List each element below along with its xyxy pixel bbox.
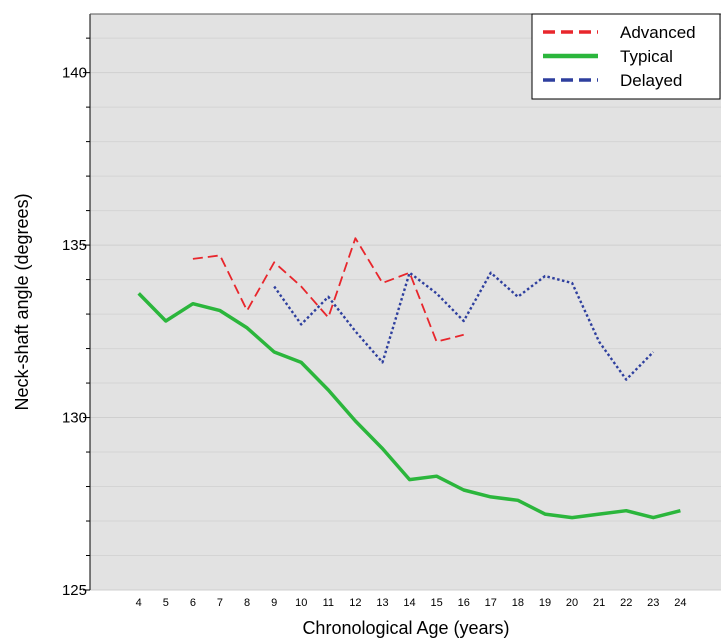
x-tick-label: 20 — [566, 597, 578, 609]
x-tick-label: 9 — [271, 597, 277, 609]
x-tick-label: 11 — [323, 597, 334, 609]
x-tick-label: 18 — [512, 597, 524, 609]
y-tick-label: 135 — [62, 237, 87, 254]
y-axis-title: Neck-shaft angle (degrees) — [12, 193, 32, 410]
series-line-advanced — [192, 237, 464, 343]
x-tick-label: 24 — [674, 597, 686, 609]
x-axis-title: Chronological Age (years) — [302, 618, 509, 638]
plot-background — [90, 14, 721, 590]
x-tick-label: 8 — [244, 597, 250, 609]
x-tick-label: 6 — [190, 597, 196, 609]
series-line-typical — [137, 292, 681, 520]
legend-label-delayed: Delayed — [620, 71, 682, 90]
tick-labels: 125 130 135 140 4 5 6 7 8 9 10 11 12 13 14 15 16 17 18 19 20… — [62, 65, 687, 609]
x-tick-label: 16 — [458, 597, 470, 609]
x-tick-label: 19 — [539, 597, 551, 609]
legend-label-typical: Typical — [620, 47, 673, 66]
y-tick-label: 140 — [62, 65, 87, 82]
legend-label-advanced: Advanced — [620, 23, 696, 42]
x-tick-label: 12 — [349, 597, 361, 609]
x-tick-label: 4 — [136, 597, 142, 609]
x-tick-label: 7 — [217, 597, 223, 609]
x-tick-label: 22 — [620, 597, 632, 609]
x-tick-label: 23 — [647, 597, 659, 609]
x-tick-label: 5 — [163, 597, 169, 609]
series-lines — [137, 237, 681, 520]
x-tick-label: 14 — [403, 597, 415, 609]
x-tick-label: 13 — [376, 597, 388, 609]
y-tick-label: 125 — [62, 582, 87, 599]
x-tick-label: 21 — [593, 597, 605, 609]
x-tick-label: 17 — [485, 597, 497, 609]
series-line-delayed — [273, 271, 655, 381]
x-tick-label: 10 — [295, 597, 307, 609]
legend: Advanced Typical Delayed — [531, 13, 721, 100]
x-tick-label: 15 — [431, 597, 443, 609]
y-tick-label: 130 — [62, 410, 87, 427]
